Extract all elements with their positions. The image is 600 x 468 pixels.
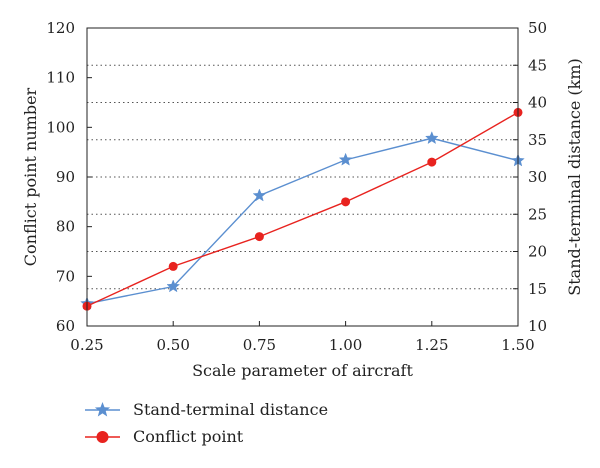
x-axis-title: Scale parameter of aircraft: [192, 361, 413, 380]
legend-item-stand-terminal: Stand-terminal distance: [85, 400, 328, 419]
y-right-tick-label: 20: [528, 243, 547, 261]
legend-label-stand-terminal: Stand-terminal distance: [133, 400, 328, 419]
data-point-star: [252, 188, 267, 202]
y-left-tick-label: 90: [56, 168, 75, 186]
series-line-0: [86, 137, 519, 305]
legend: Stand-terminal distance Conflict point: [85, 400, 328, 446]
tick-labels: 60 70 80 90 100 110 120 10 15 20 25 30 35 40 45 50 0.25 0…: [46, 19, 547, 354]
legend-label-conflict-point: Conflict point: [133, 427, 244, 446]
y-right-tick-label: 45: [528, 56, 547, 74]
y-right-tick-label: 10: [528, 317, 547, 335]
axis-ticks: [86, 27, 519, 327]
y-left-tick-label: 60: [56, 317, 75, 335]
x-tick-label: 1.00: [329, 336, 362, 354]
data-point-star: [424, 131, 439, 145]
data-point-star: [166, 279, 181, 293]
y-left-tick-label: 80: [56, 218, 75, 236]
y-right-tick-label: 40: [528, 94, 547, 112]
data-point-circle: [254, 232, 264, 242]
x-tick-label: 0.25: [70, 336, 103, 354]
y-right-tick-label: 30: [528, 168, 547, 186]
legend-circle-marker: [96, 431, 109, 443]
x-tick-label: 0.50: [156, 336, 189, 354]
y-left-tick-label: 110: [46, 69, 75, 87]
data-point-circle: [341, 197, 351, 207]
y-left-tick-label: 100: [46, 118, 75, 136]
series-lines: [86, 111, 519, 307]
legend-item-conflict-point: Conflict point: [85, 427, 244, 446]
y-right-tick-label: 15: [528, 280, 547, 298]
data-point-circle: [427, 157, 437, 167]
series-markers: [80, 107, 525, 311]
legend-star-marker: [94, 402, 111, 417]
y-axis-left-title: Conflict point number: [21, 87, 40, 266]
data-point-circle: [168, 261, 178, 271]
x-tick-label: 0.75: [243, 336, 276, 354]
data-point-star: [338, 152, 353, 166]
y-left-tick-label: 120: [46, 19, 75, 37]
y-right-tick-label: 35: [528, 131, 547, 149]
series-line-1: [86, 111, 519, 307]
y-right-tick-label: 50: [528, 19, 547, 37]
y-right-tick-label: 25: [528, 205, 547, 223]
x-tick-label: 1.25: [415, 336, 448, 354]
y-axis-right-title: Stand-terminal distance (km): [565, 58, 584, 295]
y-left-tick-label: 70: [56, 267, 75, 285]
x-tick-label: 1.50: [501, 336, 534, 354]
